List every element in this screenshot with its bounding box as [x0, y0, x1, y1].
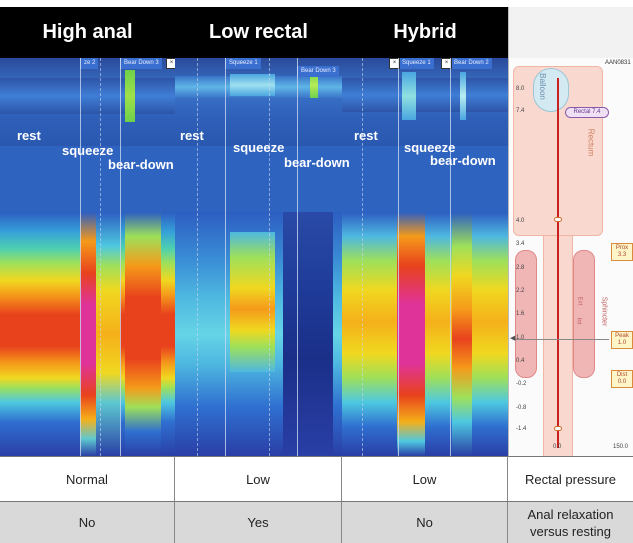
event-marker-dashed: [197, 58, 198, 456]
manometry-plot-low-rectal: Squeeze 1 Bear Down 3: [175, 58, 342, 456]
rest-label: rest: [354, 128, 378, 143]
event-marker-line: [80, 58, 81, 456]
arrow-left-icon: ◀: [510, 335, 516, 342]
peak-label: Peak: [615, 333, 629, 339]
anatomy-diagram: Balloon Rectum Sphincter Ext Int ◀ AAN08…: [508, 58, 633, 456]
squeeze-label: squeeze: [404, 140, 456, 155]
x-tick: 150.0: [613, 444, 629, 450]
y-tick: 7.4: [516, 108, 525, 114]
event-marker-dashed: [362, 58, 363, 456]
table-cell: Normal: [0, 456, 175, 501]
close-icon[interactable]: ×: [441, 58, 452, 69]
dist-tag: Dist 0.0: [611, 370, 633, 388]
squeeze-label: squeeze: [62, 143, 114, 158]
bear-down-label: bear-down: [108, 157, 174, 172]
y-tick: 0.4: [516, 358, 525, 364]
ext-label: Ext: [576, 296, 583, 306]
y-tick: 1.0: [516, 335, 525, 341]
plot-tag: Bear Down 3: [297, 66, 339, 77]
plot-tag: Squeeze 1: [398, 58, 434, 69]
dist-value: 0.0: [617, 379, 627, 385]
header-blank-cell: [508, 7, 633, 58]
prox-value: 3.3: [617, 252, 627, 258]
pressure-trace: [0, 212, 175, 456]
event-marker-dashed: [269, 58, 270, 456]
prox-label: Prox: [615, 245, 629, 251]
y-tick: 8.0: [516, 86, 525, 92]
peak-arrow-line: [513, 339, 609, 340]
table-row-header: Rectal pressure: [508, 456, 633, 501]
plot-tag: Bear Down 3: [120, 58, 162, 69]
dist-label: Dist: [616, 372, 628, 378]
peak-tag: Peak 1.0: [611, 331, 633, 349]
plot-mid-band: [0, 146, 175, 212]
y-tick: 4.0: [516, 218, 525, 224]
catheter-marker: [554, 217, 562, 222]
plot-upper-band: [342, 58, 508, 146]
manometry-plot-hybrid: Squeeze 1 Bear Down 2 × ×: [342, 58, 508, 456]
event-marker-line: [297, 58, 298, 456]
balloon-shape: [533, 68, 569, 112]
pressure-trace: [175, 212, 342, 456]
sphincter-label: Sphincter: [600, 296, 608, 327]
header-low-rectal: Low rectal: [175, 7, 342, 58]
x-tick: 0.0: [553, 444, 562, 450]
catheter-marker: [554, 426, 562, 431]
y-tick: 2.8: [516, 265, 525, 271]
rectal-pressure-tag: Rectal 7.4: [565, 107, 609, 118]
y-tick: 3.4: [516, 241, 525, 247]
rectum-label: Rectum: [586, 128, 596, 157]
int-label: Int: [575, 317, 582, 325]
table-cell: Low: [175, 456, 342, 501]
table-cell: Low: [342, 456, 508, 501]
y-tick: -1.4: [516, 426, 527, 432]
rest-label: rest: [17, 128, 41, 143]
plot-mid-band: [175, 146, 342, 212]
event-marker-line: [450, 58, 451, 456]
rest-label: rest: [180, 128, 204, 143]
table-cell: No: [342, 501, 508, 543]
event-marker-line: [120, 58, 121, 456]
event-marker-line: [225, 58, 226, 456]
prox-tag: Prox 3.3: [611, 243, 633, 261]
bear-down-label: bear-down: [284, 155, 350, 170]
plot-tag: Squeeze 1: [225, 58, 261, 69]
close-icon[interactable]: ×: [389, 58, 400, 69]
y-tick: -0.2: [516, 381, 527, 387]
balloon-label: Balloon: [537, 73, 547, 100]
table-cell: Yes: [175, 501, 342, 543]
plot-upper-band: [0, 58, 175, 146]
table-row-header: Anal relaxation versus resting: [508, 501, 633, 543]
sphincter-right: [573, 250, 595, 378]
catheter-line: [557, 78, 559, 448]
squeeze-label: squeeze: [233, 140, 285, 155]
close-icon[interactable]: ×: [166, 58, 175, 69]
event-marker-dashed: [100, 58, 101, 456]
y-tick: -0.8: [516, 405, 527, 411]
header-high-anal: High anal: [0, 7, 175, 58]
bear-down-label: bear-down: [430, 153, 496, 168]
plot-upper-band: [175, 58, 342, 146]
event-marker-line: [398, 58, 399, 456]
patient-id: AAN0831: [605, 60, 631, 66]
sphincter-left: [515, 250, 537, 378]
plot-tag: Bear Down 2: [450, 58, 492, 69]
table-cell: No: [0, 501, 175, 543]
manometry-plot-high-anal: ze 2 Bear Down 3 ×: [0, 58, 175, 456]
y-tick: 1.6: [516, 311, 525, 317]
header-hybrid: Hybrid: [342, 7, 508, 58]
plot-mid-band: [342, 146, 508, 212]
y-tick: 2.2: [516, 288, 525, 294]
peak-value: 1.0: [617, 340, 627, 346]
pressure-trace: [342, 212, 508, 456]
plot-tag: ze 2: [80, 58, 99, 69]
